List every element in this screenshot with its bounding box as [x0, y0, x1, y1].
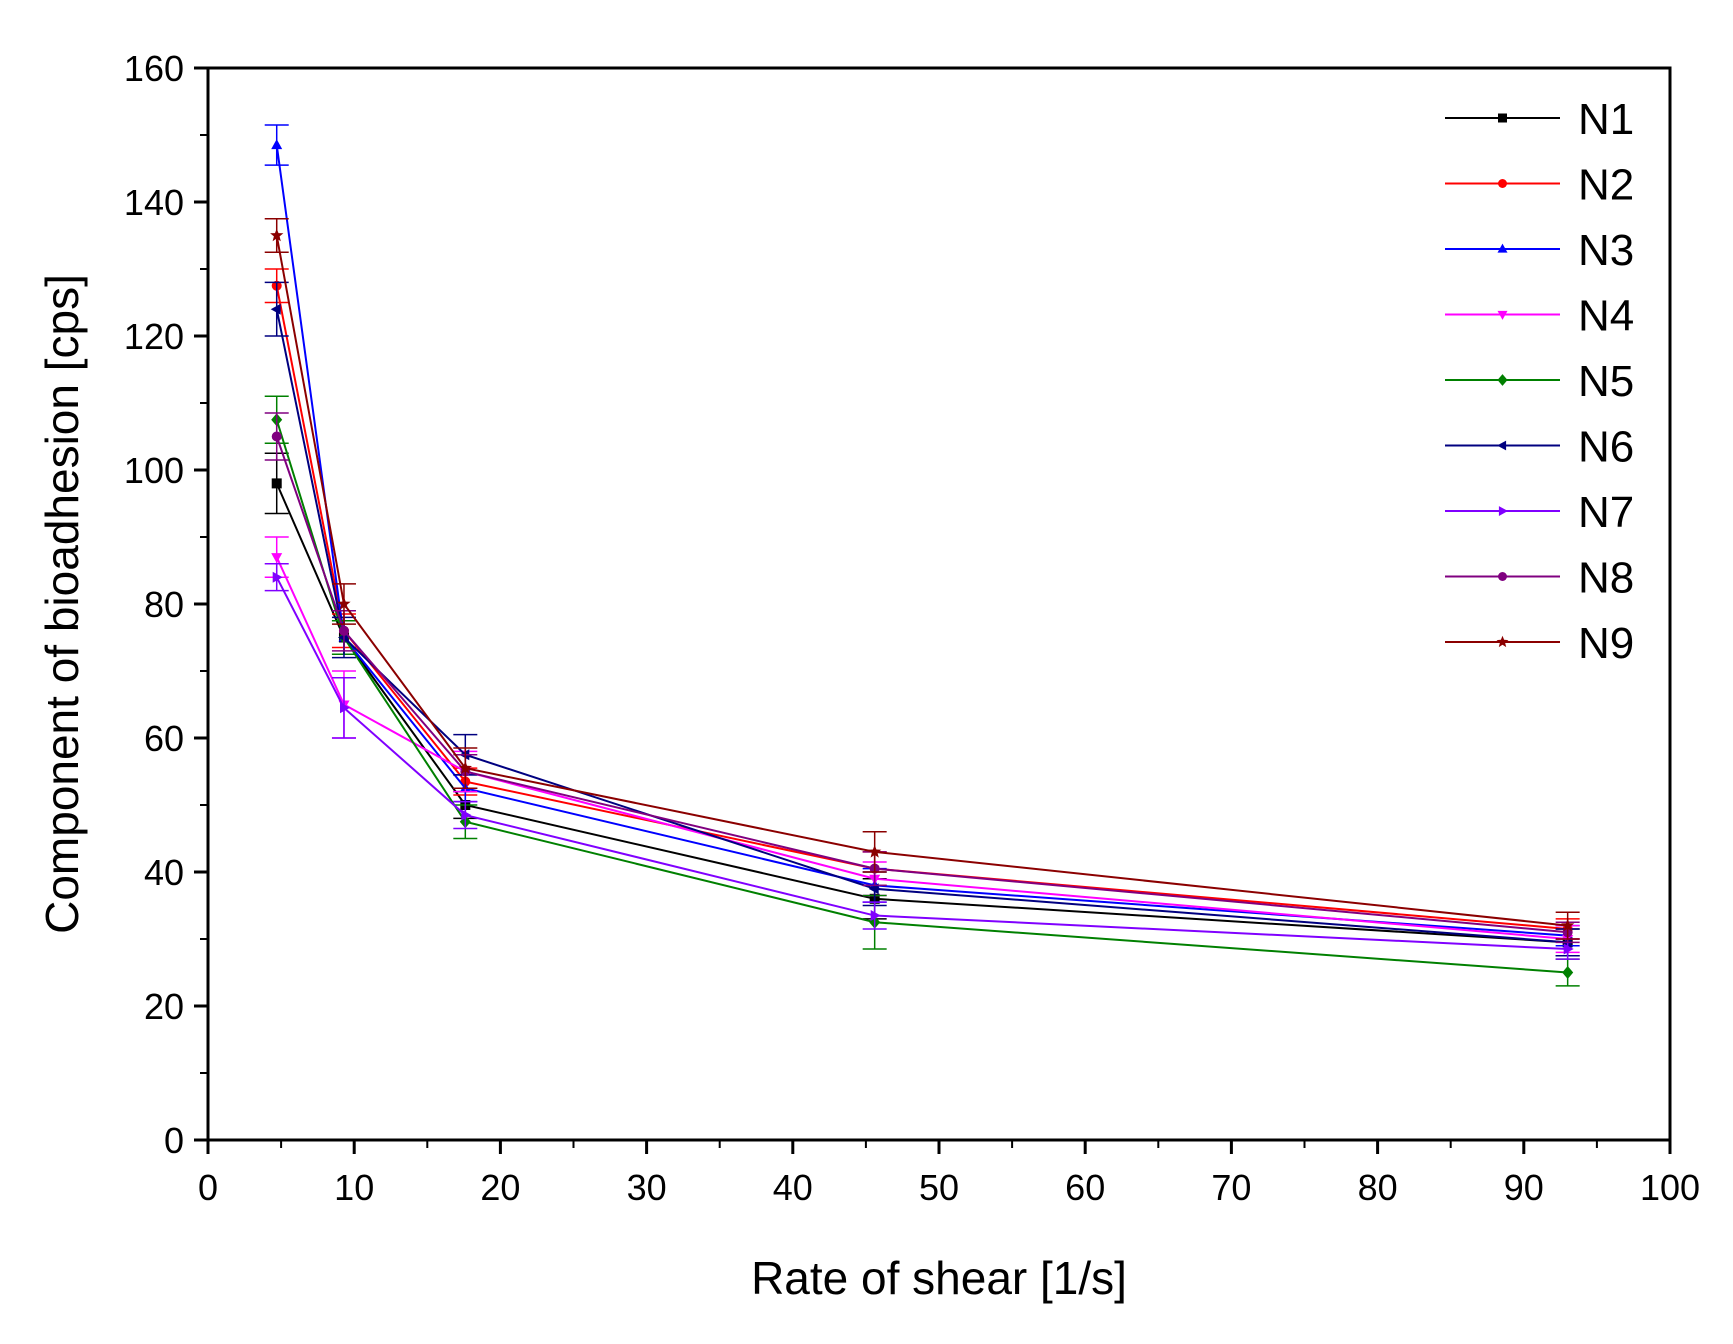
legend-item-N9: N9: [1445, 619, 1634, 668]
series-N5: [264, 395, 1580, 987]
legend-marker-N4: [1497, 310, 1508, 320]
x-tick-label-10: 10: [334, 1167, 374, 1208]
point-N3-0: [271, 139, 283, 150]
legend-marker-N9: [1496, 635, 1509, 648]
x-tick-label-30: 30: [627, 1167, 667, 1208]
legend-item-N1: N1: [1445, 95, 1634, 144]
series-N8: [264, 412, 1580, 944]
y-tick-label-60: 60: [144, 718, 184, 759]
point-N9-3: [868, 844, 882, 858]
x-axis: 0 10 20 30 40 50 60 70 80 90 100: [198, 1140, 1700, 1208]
y-tick-label-40: 40: [144, 852, 184, 893]
legend-label-N8: N8: [1578, 554, 1634, 603]
legend: N1 N2 N3 N4 N5 N6 N7 N8 N9: [1445, 95, 1634, 668]
legend-marker-N3: [1497, 243, 1508, 253]
plot-frame: [206, 66, 1672, 1142]
x-tick-label-70: 70: [1211, 1167, 1251, 1208]
legend-label-N7: N7: [1578, 488, 1634, 537]
legend-item-N4: N4: [1445, 292, 1634, 341]
point-N8-1: [338, 625, 349, 636]
point-N9-1: [337, 597, 351, 610]
y-tick-label-80: 80: [144, 584, 184, 625]
y-tick-label-120: 120: [124, 316, 184, 357]
legend-label-N6: N6: [1578, 423, 1634, 472]
point-N9-4: [1561, 918, 1575, 932]
point-N9-2: [458, 761, 472, 774]
legend-label-N2: N2: [1578, 161, 1634, 210]
legend-marker-N1: [1498, 113, 1507, 123]
legend-marker-N2: [1498, 179, 1507, 188]
x-tick-label-90: 90: [1504, 1167, 1544, 1208]
legend-item-N2: N2: [1445, 161, 1634, 210]
x-tick-label-100: 100: [1640, 1167, 1700, 1208]
legend-item-N8: N8: [1445, 554, 1634, 603]
x-tick-label-0: 0: [198, 1167, 218, 1208]
legend-label-N1: N1: [1578, 95, 1634, 144]
y-axis: 0 20 40 60 80 100 120 140 160: [124, 48, 208, 1161]
y-tick-label-20: 20: [144, 986, 184, 1027]
point-N7-4: [1563, 943, 1574, 955]
series-line-N6: [275, 308, 1568, 944]
point-N1-0: [271, 478, 282, 489]
legend-label-N9: N9: [1578, 619, 1634, 668]
legend-marker-N7: [1498, 506, 1508, 516]
plot-area: [206, 66, 1672, 1142]
series-line-N2: [275, 285, 1568, 930]
legend-item-N6: N6: [1445, 423, 1634, 472]
x-tick-label-60: 60: [1065, 1167, 1105, 1208]
legend-label-N3: N3: [1578, 226, 1634, 275]
legend-item-N3: N3: [1445, 226, 1634, 275]
legend-marker-N5: [1497, 374, 1508, 386]
y-tick-label-140: 140: [124, 182, 184, 223]
point-N7-1: [340, 702, 350, 714]
series-N1: [264, 452, 1580, 957]
y-tick-label-160: 160: [124, 48, 184, 89]
legend-label-N5: N5: [1578, 357, 1634, 406]
series-N4: [264, 536, 1580, 954]
point-N7-3: [870, 910, 881, 921]
point-N8-0: [271, 431, 282, 442]
x-tick-label-80: 80: [1358, 1167, 1398, 1208]
point-N7-0: [272, 571, 283, 583]
series-N9: [264, 218, 1580, 940]
series-N6: [264, 281, 1580, 957]
x-axis-title: Rate of shear [1/s]: [751, 1252, 1127, 1304]
series-layer: [264, 124, 1580, 987]
x-tick-label-40: 40: [773, 1167, 813, 1208]
point-N7-2: [461, 809, 472, 821]
legend-label-N4: N4: [1578, 292, 1634, 341]
legend-item-N5: N5: [1445, 357, 1634, 406]
point-N4-0: [271, 553, 283, 564]
x-tick-label-20: 20: [480, 1167, 520, 1208]
y-axis-title: Component of bioadhesion [cps]: [36, 274, 88, 934]
series-N7: [264, 563, 1580, 960]
y-tick-label-0: 0: [164, 1120, 184, 1161]
legend-marker-N6: [1497, 440, 1507, 451]
legend-marker-N8: [1498, 572, 1507, 581]
point-N6-0: [270, 303, 281, 315]
point-N5-4: [1562, 966, 1574, 979]
legend-item-N7: N7: [1445, 488, 1634, 537]
point-N9-0: [270, 228, 284, 242]
x-tick-label-50: 50: [919, 1167, 959, 1208]
y-tick-label-100: 100: [124, 450, 184, 491]
